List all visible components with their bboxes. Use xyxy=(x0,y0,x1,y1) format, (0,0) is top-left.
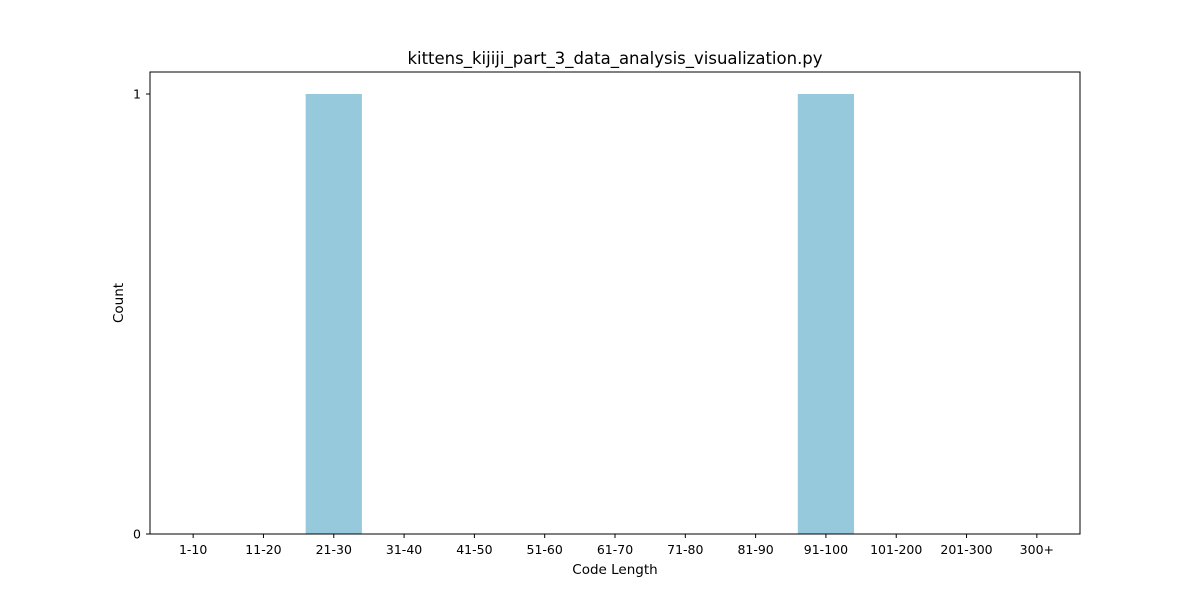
x-tick-label-201-300: 201-300 xyxy=(940,542,992,557)
x-tick-label-300: 300+ xyxy=(1020,542,1054,557)
x-tick-label-101-200: 101-200 xyxy=(870,542,922,557)
bars-group xyxy=(305,94,855,534)
y-axis-label: Count xyxy=(111,283,127,323)
x-tick-label-11-20: 11-20 xyxy=(245,542,281,557)
x-tick-label-41-50: 41-50 xyxy=(456,542,492,557)
y-axis-ticks: 01 xyxy=(133,87,150,542)
x-tick-label-71-80: 71-80 xyxy=(667,542,703,557)
chart-title: kittens_kijiji_part_3_data_analysis_visu… xyxy=(407,49,822,69)
x-tick-label-51-60: 51-60 xyxy=(527,542,563,557)
plot-frame xyxy=(149,71,1081,535)
x-tick-label-61-70: 61-70 xyxy=(597,542,633,557)
x-tick-label-81-90: 81-90 xyxy=(737,542,773,557)
bar-21-30 xyxy=(305,94,362,534)
bar-91-100 xyxy=(797,94,855,534)
x-tick-label-1-10: 1-10 xyxy=(179,542,207,557)
x-axis-label: Code Length xyxy=(572,562,657,578)
y-tick-label-1: 1 xyxy=(133,87,141,102)
x-tick-label-91-100: 91-100 xyxy=(804,542,848,557)
y-tick-label-0: 0 xyxy=(133,527,141,542)
x-axis-ticks: 1-10 11-20 21-30 31-40 41-50 51-60 61-70 71-80 8… xyxy=(179,534,1054,557)
x-tick-label-21-30: 21-30 xyxy=(316,542,352,557)
x-tick-label-31-40: 31-40 xyxy=(386,542,422,557)
